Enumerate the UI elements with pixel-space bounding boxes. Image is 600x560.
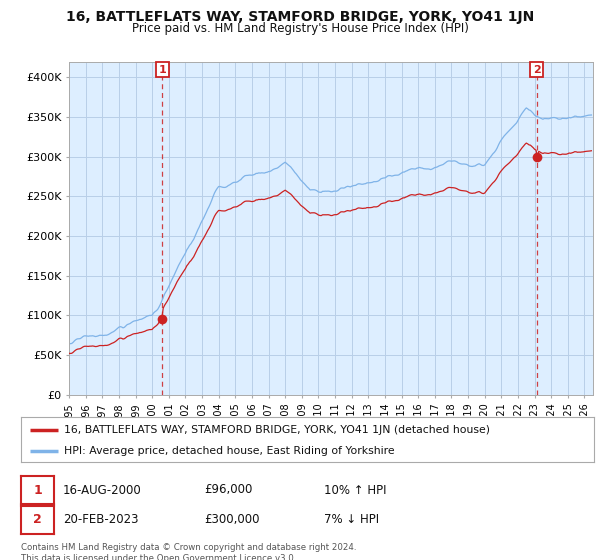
Text: HPI: Average price, detached house, East Riding of Yorkshire: HPI: Average price, detached house, East…: [64, 446, 395, 456]
Text: 2: 2: [533, 64, 541, 74]
Text: Contains HM Land Registry data © Crown copyright and database right 2024.
This d: Contains HM Land Registry data © Crown c…: [21, 543, 356, 560]
Text: 20-FEB-2023: 20-FEB-2023: [63, 513, 139, 526]
Text: 1: 1: [33, 483, 42, 497]
Text: 16, BATTLEFLATS WAY, STAMFORD BRIDGE, YORK, YO41 1JN (detached house): 16, BATTLEFLATS WAY, STAMFORD BRIDGE, YO…: [64, 424, 490, 435]
Text: 16-AUG-2000: 16-AUG-2000: [63, 483, 142, 497]
Text: £300,000: £300,000: [204, 513, 260, 526]
Text: 1: 1: [158, 64, 166, 74]
Text: 2: 2: [33, 513, 42, 526]
Text: 16, BATTLEFLATS WAY, STAMFORD BRIDGE, YORK, YO41 1JN: 16, BATTLEFLATS WAY, STAMFORD BRIDGE, YO…: [66, 10, 534, 24]
Text: Price paid vs. HM Land Registry's House Price Index (HPI): Price paid vs. HM Land Registry's House …: [131, 22, 469, 35]
Text: 7% ↓ HPI: 7% ↓ HPI: [324, 513, 379, 526]
Text: £96,000: £96,000: [204, 483, 253, 497]
Text: 10% ↑ HPI: 10% ↑ HPI: [324, 483, 386, 497]
